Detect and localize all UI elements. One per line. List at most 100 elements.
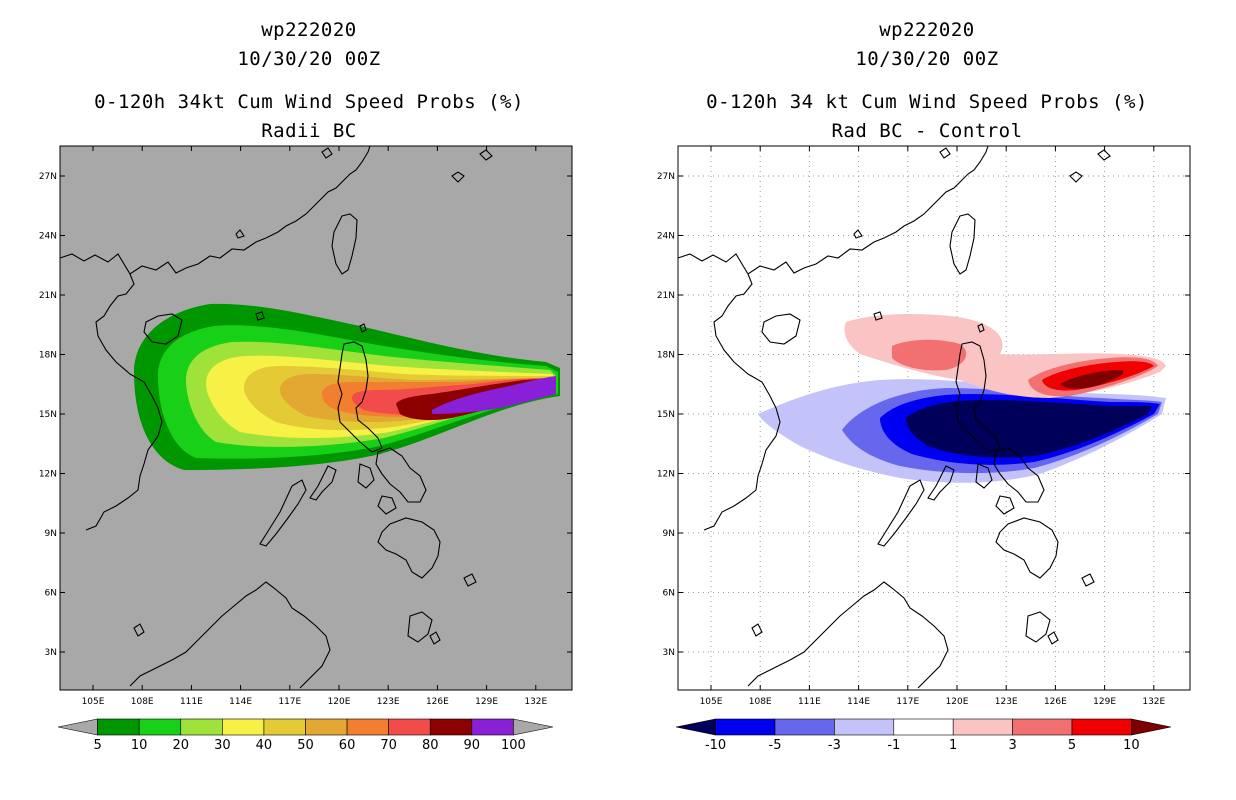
lat-label: 3N <box>663 648 675 658</box>
lat-label: 27N <box>39 172 57 182</box>
left-map-subtitle: 0-120h 34kt Cum Wind Speed Probs (%) Rad… <box>0 88 618 146</box>
colorbar-label: 5 <box>93 738 101 753</box>
lon-label: 111E <box>798 697 821 707</box>
colorbar-swatch <box>222 718 265 736</box>
colorbar-swatch <box>774 718 835 736</box>
left-map-frame <box>59 145 573 691</box>
colorbar-label: 100 <box>501 738 526 753</box>
colorbar-label: 30 <box>214 738 231 753</box>
right-map-subtitle: 0-120h 34 kt Cum Wind Speed Probs (%) Ra… <box>618 88 1236 146</box>
lat-label: 24N <box>657 232 675 242</box>
colorbar-swatch <box>952 718 1013 736</box>
right-map-panel: 105E 108E 111E 114E 117E 120E 123E 126E 129E 132E… <box>657 145 1191 753</box>
left-colorbar-labels: 5 10 20 30 40 50 60 70 80 90 100 <box>93 738 525 753</box>
lon-label: 114E <box>229 697 252 707</box>
colorbar-swatch <box>1071 718 1132 736</box>
right-difference-contours <box>758 314 1166 483</box>
colorbar-label: 50 <box>297 738 314 753</box>
colorbar-label: 10 <box>1123 738 1140 753</box>
lon-label: 105E <box>700 697 723 707</box>
lat-label: 21N <box>657 291 675 301</box>
right-experiment-name: Rad BC - Control <box>831 120 1023 142</box>
left-probability-contours <box>134 303 560 470</box>
left-lat-labels: 27N 24N 21N 18N 15N 12N 9N 6N 3N <box>39 172 57 658</box>
right-map-title: wp222020 10/30/20 00Z <box>618 16 1236 74</box>
colorbar-swatch <box>263 718 306 736</box>
colorbar-swatch <box>180 718 223 736</box>
lon-label: 108E <box>749 697 772 707</box>
lon-label: 132E <box>524 697 547 707</box>
colorbar-label: -5 <box>769 738 782 753</box>
right-datetime: 10/30/20 00Z <box>855 48 999 70</box>
lat-label: 12N <box>39 470 57 480</box>
colorbar-high-arrow <box>1131 718 1172 736</box>
colorbar-low-arrow <box>675 718 716 736</box>
lon-label: 123E <box>995 697 1018 707</box>
colorbar-label: -3 <box>828 738 841 753</box>
right-storm-id: wp222020 <box>879 19 975 41</box>
lon-label: 108E <box>131 697 154 707</box>
lon-label: 120E <box>946 697 969 707</box>
left-map-panel: 105E 108E 111E 114E 117E 120E 123E 126E 129E 132E… <box>39 145 573 753</box>
left-lon-labels: 105E 108E 111E 114E 117E 120E 123E 126E 129E 132E <box>82 697 548 707</box>
colorbar-swatch <box>388 718 431 736</box>
colorbar-label: 80 <box>422 738 439 753</box>
lon-label: 111E <box>180 697 203 707</box>
colorbar-swatch <box>471 718 514 736</box>
lat-label: 27N <box>657 172 675 182</box>
right-colorbar-labels: -10 -5 -3 -1 1 3 5 10 <box>705 738 1140 753</box>
colorbar-label: 3 <box>1008 738 1016 753</box>
colorbar-label: 70 <box>380 738 397 753</box>
colorbar-swatch <box>715 718 776 736</box>
right-product-name: 0-120h 34 kt Cum Wind Speed Probs (%) <box>706 91 1148 113</box>
left-map-title: wp222020 10/30/20 00Z <box>0 16 618 74</box>
colorbar-swatch <box>1012 718 1073 736</box>
lat-label: 15N <box>657 410 675 420</box>
colorbar-high-arrow <box>513 718 554 736</box>
colorbar-swatch <box>138 718 182 736</box>
colorbar-label: -1 <box>887 738 900 753</box>
right-axis-ticks <box>678 146 1190 690</box>
lon-label: 132E <box>1142 697 1165 707</box>
lon-label: 114E <box>847 697 870 707</box>
colorbar-label: 10 <box>131 738 148 753</box>
lon-label: 129E <box>1093 697 1116 707</box>
colorbar-swatch <box>97 718 140 736</box>
lon-label: 123E <box>377 697 400 707</box>
left-datetime: 10/30/20 00Z <box>237 48 381 70</box>
colorbar-swatch <box>429 718 473 736</box>
right-lat-labels: 27N 24N 21N 18N 15N 12N 9N 6N 3N <box>657 172 675 658</box>
lat-label: 9N <box>663 529 675 539</box>
colorbar-label: 90 <box>464 738 481 753</box>
left-storm-id: wp222020 <box>261 19 357 41</box>
colorbar-swatch <box>893 718 954 736</box>
left-axis-ticks <box>60 146 572 690</box>
colorbar-label: 20 <box>172 738 189 753</box>
colorbar-label: 40 <box>256 738 273 753</box>
lon-label: 120E <box>328 697 351 707</box>
lat-label: 6N <box>45 589 57 599</box>
lat-label: 24N <box>39 232 57 242</box>
colorbar-swatch <box>834 718 895 736</box>
lat-label: 3N <box>45 648 57 658</box>
lon-label: 126E <box>426 697 449 707</box>
lat-label: 18N <box>657 351 675 361</box>
left-product-name: 0-120h 34kt Cum Wind Speed Probs (%) <box>94 91 524 113</box>
lon-label: 126E <box>1044 697 1067 707</box>
right-map-frame <box>677 145 1191 691</box>
colorbar-swatch <box>346 718 389 736</box>
lon-label: 129E <box>475 697 498 707</box>
lon-label: 117E <box>896 697 919 707</box>
colorbar-label: 60 <box>339 738 356 753</box>
left-colorbar <box>57 718 554 736</box>
colorbar-swatch <box>305 718 348 736</box>
lat-label: 18N <box>39 351 57 361</box>
colorbar-label: -10 <box>705 738 726 753</box>
lat-label: 6N <box>663 589 675 599</box>
left-experiment-name: Radii BC <box>261 120 357 142</box>
right-colorbar <box>675 718 1172 736</box>
lon-label: 105E <box>82 697 105 707</box>
lat-label: 15N <box>39 410 57 420</box>
colorbar-label: 1 <box>949 738 957 753</box>
